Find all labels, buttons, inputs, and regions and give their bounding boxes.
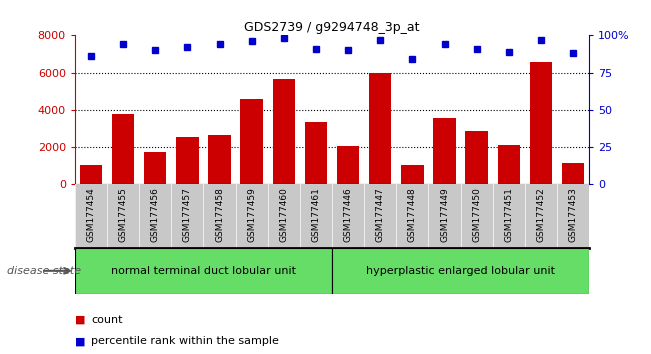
Text: disease state: disease state (7, 266, 81, 276)
Bar (273, 79, 295, 184)
Bar (562, 163, 585, 184)
Text: ■: ■ (75, 315, 85, 325)
Text: GSM177458: GSM177458 (215, 187, 224, 242)
Bar (208, 135, 230, 184)
Title: GDS2739 / g9294748_3p_at: GDS2739 / g9294748_3p_at (244, 21, 420, 34)
Bar (75, 248, 332, 294)
Bar (240, 98, 263, 184)
Text: GSM177454: GSM177454 (87, 187, 96, 242)
Text: GSM177451: GSM177451 (505, 187, 513, 242)
Text: hyperplastic enlarged lobular unit: hyperplastic enlarged lobular unit (366, 266, 555, 276)
Bar (305, 122, 327, 184)
Text: GSM177446: GSM177446 (344, 187, 353, 242)
Bar (332, 248, 589, 294)
Text: ■: ■ (75, 336, 85, 346)
Text: GSM177460: GSM177460 (279, 187, 288, 242)
Text: GSM177449: GSM177449 (440, 187, 449, 242)
Text: GSM177452: GSM177452 (536, 187, 546, 242)
Text: GSM177453: GSM177453 (568, 187, 577, 242)
Bar (497, 145, 520, 184)
Bar (79, 166, 102, 184)
Text: GSM177459: GSM177459 (247, 187, 256, 242)
Bar (337, 146, 359, 184)
Bar (369, 74, 391, 184)
Text: count: count (91, 315, 122, 325)
Text: GSM177461: GSM177461 (311, 187, 320, 242)
Bar (530, 62, 552, 184)
Bar (465, 131, 488, 184)
Text: normal terminal duct lobular unit: normal terminal duct lobular unit (111, 266, 296, 276)
Bar (144, 152, 167, 184)
Bar (112, 114, 134, 184)
Text: percentile rank within the sample: percentile rank within the sample (91, 336, 279, 346)
Text: GSM177457: GSM177457 (183, 187, 192, 242)
Text: GSM177456: GSM177456 (151, 187, 159, 242)
Text: GSM177447: GSM177447 (376, 187, 385, 242)
Bar (176, 137, 199, 184)
Text: GSM177455: GSM177455 (118, 187, 128, 242)
Bar (434, 118, 456, 184)
Text: GSM177448: GSM177448 (408, 187, 417, 242)
Bar (401, 166, 424, 184)
Text: GSM177450: GSM177450 (472, 187, 481, 242)
